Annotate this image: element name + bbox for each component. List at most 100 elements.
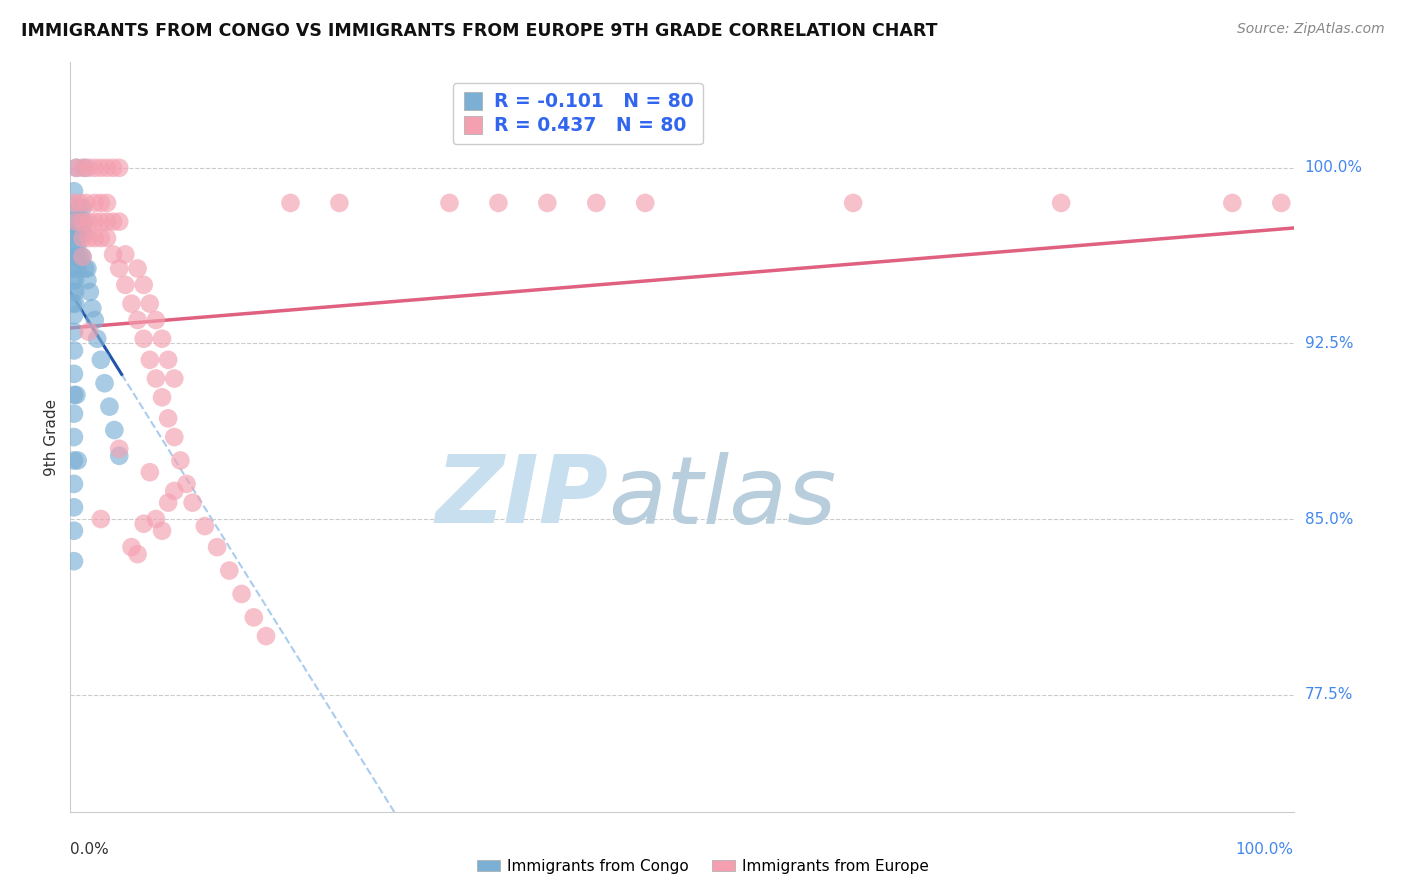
- Point: [536, 196, 558, 211]
- Point: [145, 512, 167, 526]
- Point: [77, 161, 100, 175]
- Point: [231, 587, 253, 601]
- Point: [63, 273, 86, 287]
- Point: [139, 296, 162, 310]
- Point: [157, 496, 180, 510]
- Point: [73, 161, 96, 175]
- Point: [280, 196, 302, 211]
- Point: [63, 308, 86, 322]
- Point: [72, 231, 94, 245]
- Point: [488, 196, 510, 211]
- Point: [1050, 196, 1073, 211]
- Point: [132, 277, 155, 292]
- Point: [101, 161, 124, 175]
- Point: [73, 261, 96, 276]
- Point: [77, 325, 100, 339]
- Text: atlas: atlas: [609, 451, 837, 542]
- Point: [127, 547, 149, 561]
- Point: [76, 273, 98, 287]
- Point: [585, 196, 607, 211]
- Point: [103, 423, 125, 437]
- Legend: Immigrants from Congo, Immigrants from Europe: Immigrants from Congo, Immigrants from E…: [471, 853, 935, 880]
- Point: [63, 238, 86, 252]
- Point: [83, 231, 105, 245]
- Point: [82, 301, 104, 316]
- Legend: R = -0.101   N = 80, R = 0.437   N = 80: R = -0.101 N = 80, R = 0.437 N = 80: [453, 83, 703, 145]
- Point: [139, 465, 162, 479]
- Point: [181, 496, 204, 510]
- Point: [86, 332, 108, 346]
- Point: [1220, 196, 1243, 211]
- Point: [63, 343, 86, 358]
- Point: [132, 332, 155, 346]
- Point: [76, 261, 98, 276]
- Point: [194, 519, 217, 533]
- Point: [66, 238, 89, 252]
- Text: 100.0%: 100.0%: [1236, 842, 1294, 857]
- Point: [114, 277, 136, 292]
- Point: [63, 250, 86, 264]
- Point: [65, 227, 87, 241]
- Point: [69, 250, 91, 264]
- Point: [218, 564, 240, 578]
- Text: IMMIGRANTS FROM CONGO VS IMMIGRANTS FROM EUROPE 9TH GRADE CORRELATION CHART: IMMIGRANTS FROM CONGO VS IMMIGRANTS FROM…: [21, 22, 938, 40]
- Point: [169, 453, 191, 467]
- Point: [205, 540, 228, 554]
- Point: [439, 196, 461, 211]
- Y-axis label: 9th Grade: 9th Grade: [44, 399, 59, 475]
- Point: [67, 227, 90, 241]
- Point: [83, 313, 105, 327]
- Point: [65, 161, 87, 175]
- Point: [96, 215, 118, 229]
- Point: [63, 196, 86, 211]
- Point: [93, 376, 115, 391]
- Point: [72, 250, 94, 264]
- Point: [150, 390, 173, 404]
- Point: [66, 261, 89, 276]
- Point: [63, 554, 86, 568]
- Point: [63, 524, 86, 538]
- Point: [842, 196, 865, 211]
- Point: [63, 296, 86, 310]
- Point: [90, 231, 112, 245]
- Point: [63, 215, 86, 229]
- Point: [69, 215, 91, 229]
- Point: [1270, 196, 1292, 211]
- Point: [90, 512, 112, 526]
- Point: [157, 411, 180, 425]
- Point: [96, 231, 118, 245]
- Point: [83, 161, 105, 175]
- Point: [108, 161, 131, 175]
- Point: [70, 227, 93, 241]
- Point: [63, 261, 86, 276]
- Point: [163, 483, 186, 498]
- Point: [145, 313, 167, 327]
- Text: 92.5%: 92.5%: [1305, 336, 1353, 351]
- Point: [101, 247, 124, 261]
- Point: [75, 196, 97, 211]
- Point: [63, 407, 86, 421]
- Point: [62, 238, 84, 252]
- Point: [63, 184, 86, 198]
- Point: [62, 261, 84, 276]
- Point: [90, 196, 112, 211]
- Text: Source: ZipAtlas.com: Source: ZipAtlas.com: [1237, 22, 1385, 37]
- Point: [63, 325, 86, 339]
- Point: [62, 250, 84, 264]
- Point: [65, 215, 87, 229]
- Point: [83, 215, 105, 229]
- Point: [65, 215, 87, 229]
- Point: [72, 161, 94, 175]
- Point: [63, 201, 86, 215]
- Point: [243, 610, 266, 624]
- Point: [108, 449, 131, 463]
- Point: [108, 261, 131, 276]
- Point: [132, 516, 155, 531]
- Point: [62, 273, 84, 287]
- Point: [150, 524, 173, 538]
- Point: [62, 296, 84, 310]
- Point: [72, 215, 94, 229]
- Point: [72, 250, 94, 264]
- Point: [163, 430, 186, 444]
- Point: [63, 388, 86, 402]
